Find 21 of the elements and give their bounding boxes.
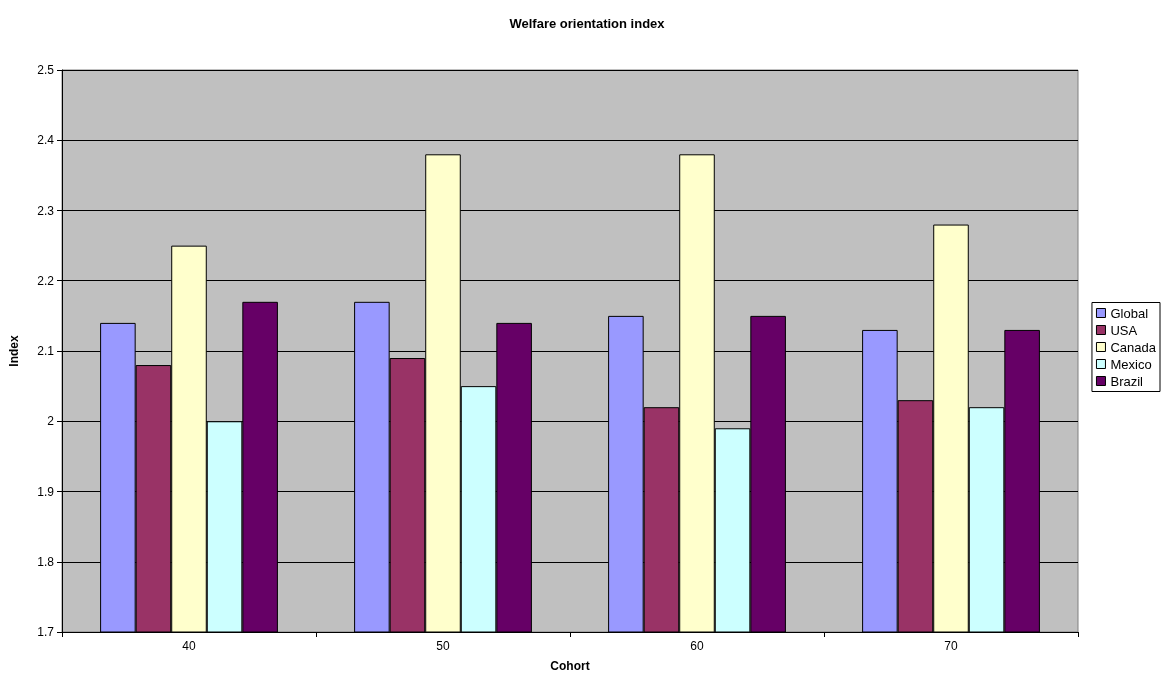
x-tick-label: 60	[690, 639, 704, 653]
y-tick-label: 2.4	[37, 133, 55, 148]
y-tick-label: 2.1	[37, 344, 55, 358]
chart-title: Welfare orientation index	[509, 16, 666, 31]
legend-label: Brazil	[1110, 373, 1144, 389]
y-tick-label: 2	[47, 414, 55, 429]
y-tick-label: 2.3	[37, 203, 55, 218]
y-tick-label: 1.7	[37, 625, 55, 639]
y-tick-label: 2.2	[37, 273, 55, 288]
x-axis-title: Cohort	[550, 659, 590, 673]
y-axis-title: Index	[7, 335, 21, 367]
y-tick-label: 1.9	[37, 484, 55, 499]
legend-label: Canada	[1110, 339, 1157, 355]
x-tick-label: 50	[436, 639, 450, 653]
x-tick-label: 70	[944, 639, 958, 653]
legend-label: Mexico	[1110, 356, 1152, 372]
legend-label: Global	[1110, 305, 1149, 321]
legend-label: USA	[1110, 322, 1138, 338]
x-tick-label: 40	[182, 639, 196, 653]
y-tick-label: 2.5	[37, 63, 55, 77]
y-tick-label: 1.8	[37, 554, 55, 569]
